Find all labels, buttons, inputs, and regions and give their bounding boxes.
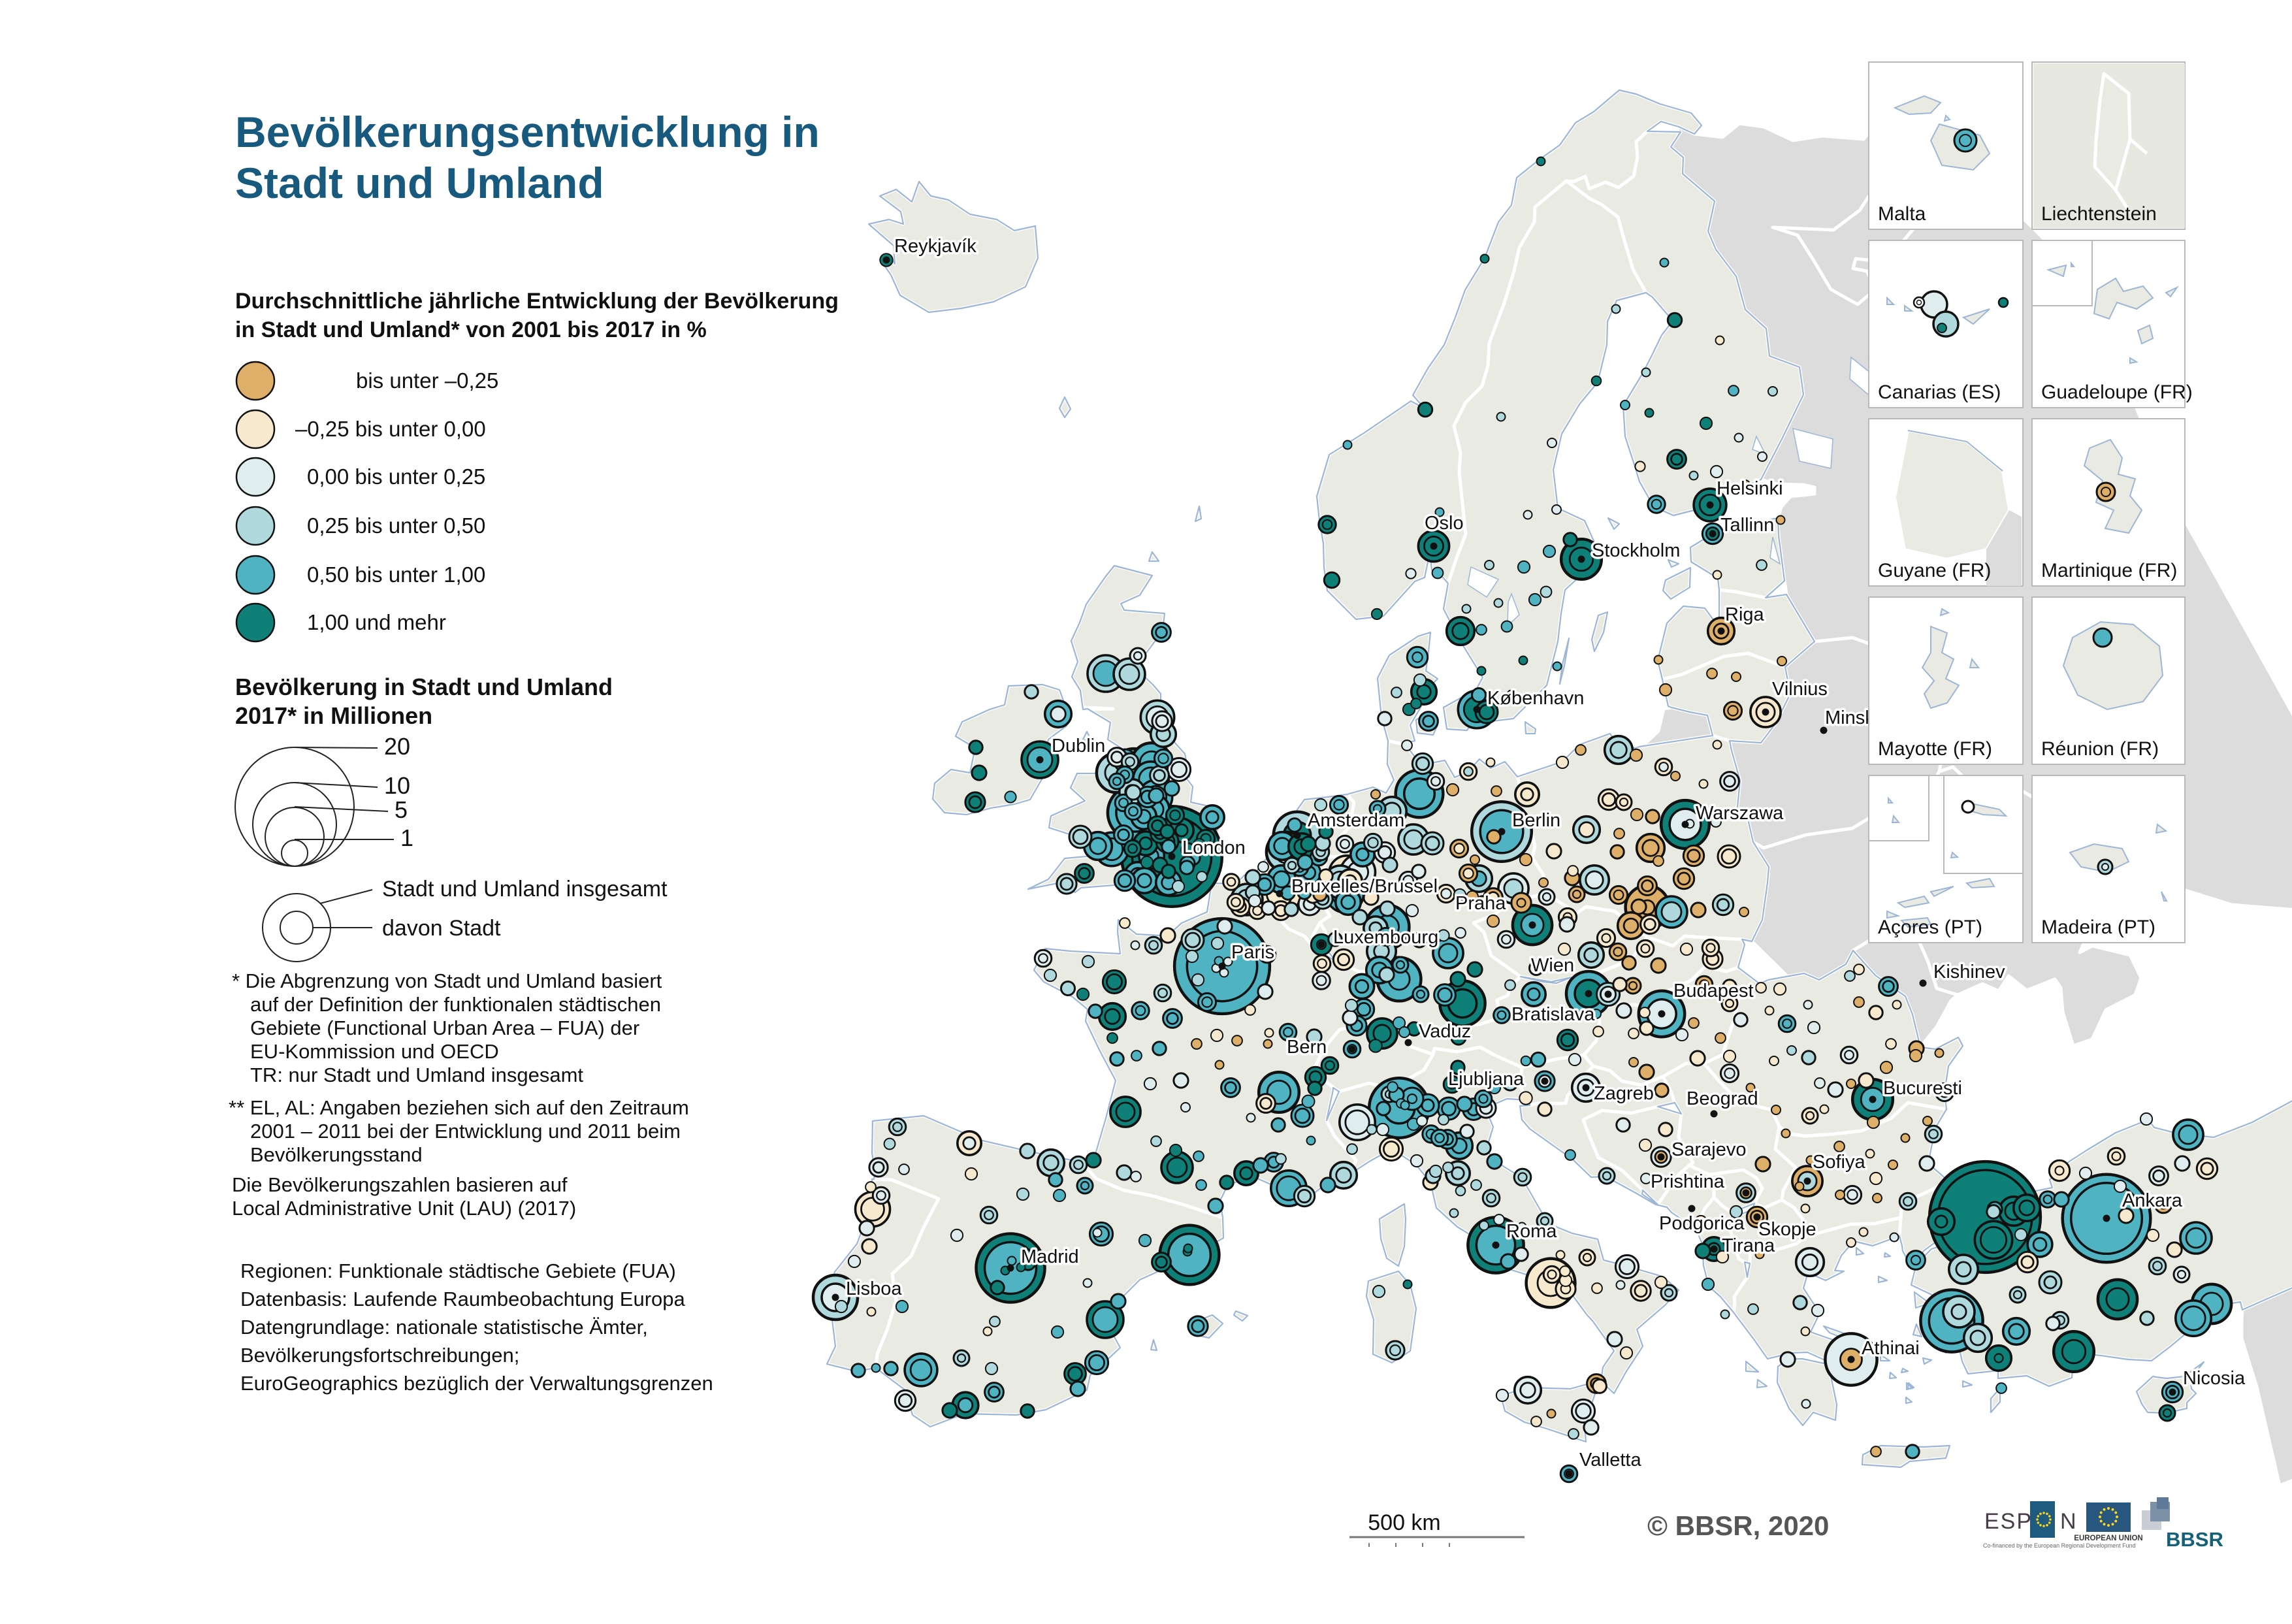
svg-text:Oslo: Oslo [1425,513,1464,534]
svg-text:Helsinki: Helsinki [1717,478,1783,499]
svg-text:auf der Definition der funktio: auf der Definition der funktionalen städ… [250,993,661,1016]
svg-text:Bucuresti: Bucuresti [1883,1078,1962,1099]
svg-text:Roma: Roma [1506,1221,1557,1242]
svg-text:Budapest: Budapest [1673,981,1754,1001]
svg-text:Vilnius: Vilnius [1772,679,1828,700]
svg-text:** EL, AL: Angaben beziehen si: ** EL, AL: Angaben beziehen sich auf den… [229,1096,689,1119]
svg-text:Paris: Paris [1231,942,1274,963]
svg-text:Beograd: Beograd [1687,1088,1758,1109]
svg-text:Zagreb: Zagreb [1594,1083,1654,1104]
svg-text:Prishtina: Prishtina [1651,1171,1725,1192]
svg-text:Praha: Praha [1455,893,1506,914]
svg-text:Lisboa: Lisboa [846,1278,902,1299]
svg-text:Bevölkerungsstand: Bevölkerungsstand [250,1143,423,1166]
svg-text:Sarajevo: Sarajevo [1671,1139,1746,1160]
svg-text:1: 1 [400,824,413,851]
svg-text:Wien: Wien [1531,955,1574,976]
svg-text:Die Bevölkerungszahlen basiere: Die Bevölkerungszahlen basieren auf [232,1173,568,1196]
svg-text:Açores (PT): Açores (PT) [1878,917,1982,938]
svg-text:København: København [1487,688,1584,709]
svg-text:Dublin: Dublin [1052,736,1105,756]
svg-text:Réunion (FR): Réunion (FR) [2041,738,2159,760]
svg-text:Bern: Bern [1287,1037,1327,1058]
svg-text:BBSR: BBSR [2166,1528,2223,1551]
svg-text:Bevölkerungsfortschreibungen;: Bevölkerungsfortschreibungen; [240,1344,519,1367]
svg-text:Stockholm: Stockholm [1592,540,1680,561]
svg-text:10: 10 [384,772,410,799]
svg-text:Canarias (ES): Canarias (ES) [1878,382,2001,403]
svg-text:Bruxelles/Brussel: Bruxelles/Brussel [1291,876,1438,897]
svg-text:Reykjavík: Reykjavík [894,236,977,257]
svg-text:Liechtenstein: Liechtenstein [2041,203,2157,225]
svg-text:bis unter –0,25: bis unter –0,25 [356,368,498,393]
svg-text:in Stadt und Umland* von 2001: in Stadt und Umland* von 2001 bis 2017 i… [235,317,707,342]
svg-text:0,00 bis unter 0,25: 0,00 bis unter 0,25 [307,464,485,489]
svg-text:Stadt und Umland: Stadt und Umland [235,159,604,207]
svg-text:Tirana: Tirana [1722,1235,1775,1256]
svg-text:© BBSR, 2020: © BBSR, 2020 [1647,1510,1829,1541]
svg-text:Amsterdam: Amsterdam [1308,810,1404,831]
svg-text:Kishinev: Kishinev [1933,962,2005,983]
svg-text:N: N [2060,1509,2076,1534]
svg-text:Skopje: Skopje [1758,1219,1816,1240]
svg-text:0,25 bis unter 0,50: 0,25 bis unter 0,50 [307,513,485,538]
svg-text:Malta: Malta [1878,203,1926,225]
svg-text:Guadeloupe (FR): Guadeloupe (FR) [2041,382,2193,403]
svg-text:Datenbasis: Laufende Raumbeoba: Datenbasis: Laufende Raumbeobachtung Eur… [240,1288,686,1310]
svg-text:EUROPEAN UNION: EUROPEAN UNION [2074,1535,2142,1542]
svg-text:Martinique (FR): Martinique (FR) [2041,560,2177,581]
svg-text:Madeira (PT): Madeira (PT) [2041,917,2155,938]
svg-text:London: London [1182,837,1246,858]
svg-text:Athinai: Athinai [1862,1338,1920,1359]
svg-text:Berlin: Berlin [1512,810,1560,831]
svg-text:5: 5 [395,796,408,823]
svg-text:Nicosia: Nicosia [2183,1368,2246,1389]
svg-text:Datengrundlage: nationale stat: Datengrundlage: nationale statistische Ä… [240,1316,648,1339]
svg-text:Sofiya: Sofiya [1813,1152,1865,1173]
svg-text:Guyane (FR): Guyane (FR) [1878,560,1991,581]
svg-text:davon Stadt: davon Stadt [382,916,501,941]
svg-text:Podgorica: Podgorica [1659,1213,1745,1234]
svg-text:20: 20 [384,733,410,760]
svg-text:ESP: ESP [1984,1509,2033,1534]
svg-text:Bevölkerungsentwicklung in: Bevölkerungsentwicklung in [235,108,820,156]
svg-text:Minsk: Minsk [1825,707,1875,728]
svg-text:Riga: Riga [1725,604,1765,625]
svg-text:1,00 und mehr: 1,00 und mehr [307,610,446,634]
svg-text:Regionen: Funktionale städtisc: Regionen: Funktionale städtische Gebiete… [240,1259,676,1282]
svg-text:Bratislava: Bratislava [1511,1004,1595,1025]
svg-text:Local Administrative Unit (LAU: Local Administrative Unit (LAU) (2017) [232,1197,576,1220]
svg-text:Co-financed by the European Re: Co-financed by the European Regional Dev… [1983,1542,2136,1549]
svg-text:Bevölkerung in Stadt und Umlan: Bevölkerung in Stadt und Umland [235,674,613,700]
svg-text:TR: nur Stadt und Umland insge: TR: nur Stadt und Umland insgesamt [250,1064,583,1086]
svg-text:2017* in Millionen: 2017* in Millionen [235,702,432,729]
svg-text:–0,25 bis unter 0,00: –0,25 bis unter 0,00 [295,417,486,441]
svg-text:Durchschnittliche jährliche En: Durchschnittliche jährliche Entwicklung … [235,289,839,314]
svg-text:Tallinn: Tallinn [1720,515,1774,536]
svg-text:EU-Kommission und OECD: EU-Kommission und OECD [250,1040,499,1063]
svg-text:0,50 bis unter 1,00: 0,50 bis unter 1,00 [307,562,485,587]
svg-text:EuroGeographics bezüglich der: EuroGeographics bezüglich der Verwaltung… [240,1372,713,1395]
svg-text:Madrid: Madrid [1021,1246,1079,1267]
svg-text:Gebiete (Functional Urban Area: Gebiete (Functional Urban Area – FUA) de… [250,1016,639,1039]
svg-text:* Die Abgrenzung von Stadt und: * Die Abgrenzung von Stadt und Umland ba… [232,969,662,992]
svg-text:Valletta: Valletta [1579,1450,1641,1470]
svg-text:Stadt und Umland insgesamt: Stadt und Umland insgesamt [382,877,668,901]
svg-text:Mayotte (FR): Mayotte (FR) [1878,738,1992,760]
svg-text:2001 – 2011 bei der Entwicklun: 2001 – 2011 bei der Entwicklung und 2011… [250,1120,681,1143]
svg-text:Luxembourg: Luxembourg [1333,927,1438,948]
svg-text:Warszawa: Warszawa [1696,803,1784,824]
svg-text:500 km: 500 km [1368,1510,1441,1535]
svg-text:Ankara: Ankara [2122,1190,2183,1211]
svg-text:Vaduz: Vaduz [1419,1021,1471,1042]
svg-text:Ljubljana: Ljubljana [1448,1069,1525,1090]
